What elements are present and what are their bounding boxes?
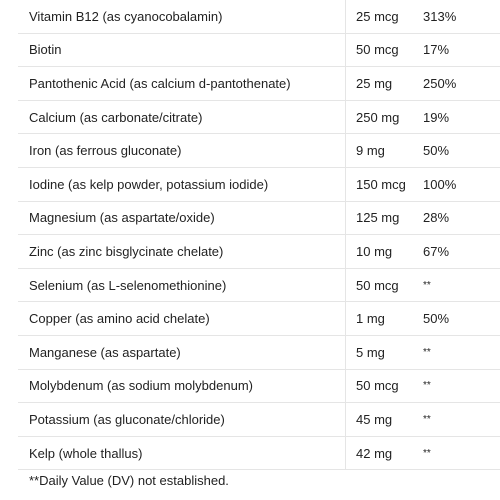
nutrient-daily-value: 67%: [419, 234, 500, 269]
nutrient-name: Kelp (whole thallus): [18, 436, 346, 471]
nutrient-row: Manganese (as aspartate) 5 mg **: [18, 335, 500, 370]
nutrient-amount: 50 mcg: [345, 369, 419, 404]
nutrient-table: Vitamin B12 (as cyanocobalamin) 25 mcg 313…: [18, 0, 500, 471]
nutrient-name: Magnesium (as aspartate/oxide): [18, 201, 346, 236]
nutrient-daily-value: 17%: [419, 33, 500, 68]
nutrient-name: Molybdenum (as sodium molybdenum): [18, 369, 346, 404]
nutrient-name: Vitamin B12 (as cyanocobalamin): [18, 0, 346, 34]
nutrient-amount: 250 mg: [345, 100, 419, 135]
nutrient-name: Manganese (as aspartate): [18, 335, 346, 370]
nutrient-daily-value: 19%: [419, 100, 500, 135]
nutrient-daily-value: 100%: [419, 167, 500, 202]
nutrient-daily-value: 50%: [419, 301, 500, 336]
nutrient-row: Copper (as amino acid chelate) 1 mg 50%: [18, 301, 500, 336]
nutrient-name: Pantothenic Acid (as calcium d-pantothen…: [18, 66, 346, 101]
nutrient-name: Iron (as ferrous gluconate): [18, 133, 346, 168]
nutrient-row: Vitamin B12 (as cyanocobalamin) 25 mcg 313…: [18, 0, 500, 34]
nutrient-row: Iron (as ferrous gluconate) 9 mg 50%: [18, 133, 500, 168]
nutrient-row: Molybdenum (as sodium molybdenum) 50 mcg *…: [18, 369, 500, 404]
nutrient-daily-value: 250%: [419, 66, 500, 101]
nutrient-name: Zinc (as zinc bisglycinate chelate): [18, 234, 346, 269]
nutrient-name: Iodine (as kelp powder, potassium iodide…: [18, 167, 346, 202]
nutrient-row: Biotin 50 mcg 17%: [18, 33, 500, 68]
nutrient-row: Potassium (as gluconate/chloride) 45 mg **: [18, 402, 500, 437]
nutrient-row: Magnesium (as aspartate/oxide) 125 mg 28%: [18, 201, 500, 236]
dv-footnote: **Daily Value (DV) not established.: [29, 473, 229, 488]
nutrient-row: Zinc (as zinc bisglycinate chelate) 10 mg…: [18, 234, 500, 269]
nutrient-amount: 25 mg: [345, 66, 419, 101]
nutrient-daily-value: **: [419, 369, 500, 404]
nutrient-amount: 10 mg: [345, 234, 419, 269]
nutrient-daily-value: 50%: [419, 133, 500, 168]
nutrient-row: Selenium (as L-selenomethionine) 50 mcg **: [18, 268, 500, 303]
nutrient-amount: 5 mg: [345, 335, 419, 370]
nutrient-amount: 50 mcg: [345, 268, 419, 303]
nutrient-daily-value: **: [419, 335, 500, 370]
nutrient-amount: 125 mg: [345, 201, 419, 236]
nutrient-daily-value: **: [419, 402, 500, 437]
nutrient-name: Copper (as amino acid chelate): [18, 301, 346, 336]
nutrient-name: Selenium (as L-selenomethionine): [18, 268, 346, 303]
nutrient-amount: 42 mg: [345, 436, 419, 471]
nutrient-daily-value: **: [419, 436, 500, 471]
nutrient-daily-value: 28%: [419, 201, 500, 236]
nutrient-row: Pantothenic Acid (as calcium d-pantothen…: [18, 66, 500, 101]
nutrient-amount: 45 mg: [345, 402, 419, 437]
nutrient-amount: 1 mg: [345, 301, 419, 336]
nutrient-amount: 9 mg: [345, 133, 419, 168]
nutrient-amount: 150 mcg: [345, 167, 419, 202]
nutrient-row: Kelp (whole thallus) 42 mg **: [18, 436, 500, 471]
nutrient-name: Calcium (as carbonate/citrate): [18, 100, 346, 135]
nutrient-daily-value: **: [419, 268, 500, 303]
nutrient-amount: 25 mcg: [345, 0, 419, 34]
nutrient-row: Iodine (as kelp powder, potassium iodide…: [18, 167, 500, 202]
nutrient-name: Biotin: [18, 33, 346, 68]
nutrient-row: Calcium (as carbonate/citrate) 250 mg 19%: [18, 100, 500, 135]
nutrient-amount: 50 mcg: [345, 33, 419, 68]
nutrient-daily-value: 313%: [419, 0, 500, 34]
nutrient-name: Potassium (as gluconate/chloride): [18, 402, 346, 437]
nutrient-table-body: Vitamin B12 (as cyanocobalamin) 25 mcg 313…: [18, 0, 500, 471]
